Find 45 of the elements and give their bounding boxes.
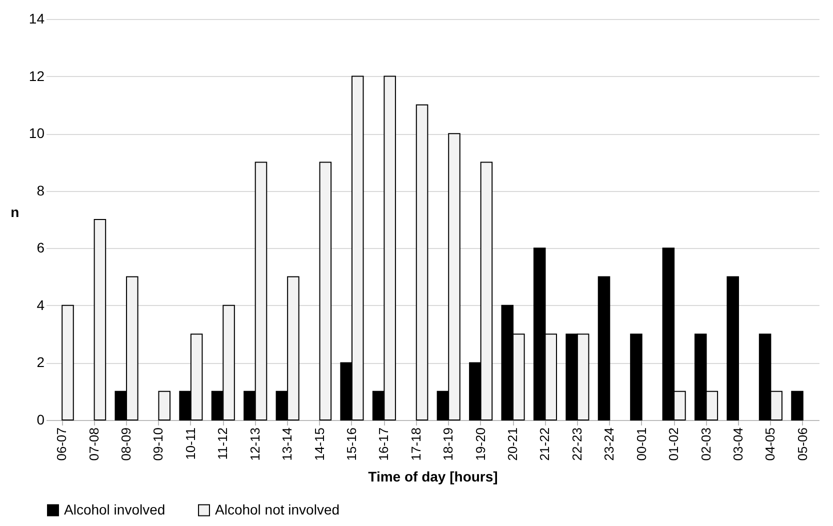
x-tick-label: 00-01	[634, 428, 649, 461]
x-tick-label: 22-23	[569, 428, 584, 461]
x-tick-label: 04-05	[762, 428, 778, 461]
x-tick-label: 23-24	[602, 428, 617, 461]
x-tick-label: 15-16	[344, 428, 359, 461]
x-tick-label: 13-14	[280, 428, 295, 461]
x-tick-label: 16-17	[376, 428, 392, 461]
bar	[416, 104, 428, 420]
y-tick-label: 2	[36, 354, 45, 370]
y-axis-title: n	[10, 204, 20, 220]
legend-label: Alcohol not involved	[215, 501, 340, 518]
y-tick-label: 4	[36, 296, 45, 313]
x-tick-label: 20-21	[505, 428, 520, 461]
x-tick-label: 09-10	[150, 428, 166, 461]
x-tick-label: 21-22	[537, 428, 552, 461]
x-tick-label: 05-06	[794, 428, 810, 461]
x-tick-label: 03-04	[730, 428, 746, 461]
x-tick-label: 10-11	[182, 428, 198, 460]
x-tick-label: 01-02	[666, 428, 682, 461]
y-tick-label: 0	[36, 412, 45, 428]
bar	[726, 276, 739, 420]
x-tick-label: 11-12	[215, 428, 230, 460]
x-tick-label: 02-03	[698, 428, 714, 461]
bar	[94, 219, 106, 420]
bar	[319, 162, 332, 420]
legend-label: Alcohol involved	[64, 501, 166, 518]
bar	[791, 390, 804, 420]
x-tick-label: 12-13	[247, 428, 262, 461]
y-tick-label: 12	[28, 68, 45, 84]
x-tick-label: 07-08	[86, 428, 102, 461]
x-tick-label: 06-07	[54, 428, 70, 461]
x-tick-label: 17-18	[408, 428, 424, 461]
bar	[630, 334, 642, 420]
y-tick-label: 10	[28, 125, 45, 142]
bar	[62, 304, 74, 420]
bar	[158, 390, 170, 420]
x-tick-label: 08-09	[118, 428, 134, 461]
y-tick-label: 14	[28, 10, 45, 26]
x-tick-label: 18-19	[440, 428, 456, 461]
x-tick-label: 14-15	[312, 428, 327, 461]
x-tick-label: 19-20	[472, 428, 488, 461]
y-tick-label: 6	[36, 240, 45, 256]
y-tick-label: 8	[36, 182, 45, 198]
x-axis-title: Time of day [hours]	[368, 468, 498, 485]
bar	[598, 276, 610, 420]
